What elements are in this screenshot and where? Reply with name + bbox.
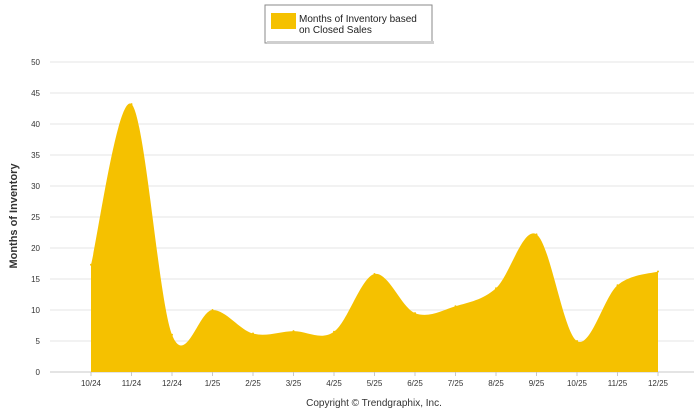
data-point [171, 333, 173, 336]
y-tick-label: 0 [36, 368, 41, 377]
x-tick-label: 10/25 [567, 379, 588, 388]
y-tick-label: 45 [31, 89, 40, 98]
x-tick-label: 2/25 [245, 379, 261, 388]
data-point [211, 309, 214, 311]
series-area [90, 103, 659, 373]
y-tick-label: 40 [31, 120, 40, 129]
data-point [252, 332, 254, 335]
legend-shadow [267, 41, 434, 44]
series-area-path [91, 103, 658, 373]
x-tick-label: 12/25 [648, 379, 669, 388]
y-tick-label: 15 [31, 275, 40, 284]
y-tick-label: 20 [31, 244, 40, 253]
legend-label-line-2: on Closed Sales [299, 25, 372, 36]
x-axis: 10/24 11/24 12/24 1/25 2/25 3/25 4/25 5/25 6/25 7… [81, 372, 669, 388]
y-axis: 0 5 10 15 20 25 30 35 40 45 50 [31, 58, 40, 377]
y-tick-label: 30 [31, 182, 40, 191]
legend-swatch [271, 13, 296, 29]
x-tick-label: 3/25 [286, 379, 302, 388]
y-tick-label: 5 [36, 337, 41, 346]
x-tick-label: 4/25 [326, 379, 342, 388]
x-tick-label: 10/24 [81, 379, 102, 388]
data-point [292, 330, 295, 333]
x-tick-label: 12/24 [162, 379, 183, 388]
data-point [333, 330, 335, 333]
data-point [130, 103, 133, 106]
data-point [495, 287, 497, 290]
data-point [576, 340, 578, 342]
data-point [616, 284, 619, 287]
data-point [90, 263, 92, 266]
copyright-credit: Copyright © Trendgraphix, Inc. [306, 398, 442, 409]
x-tick-label: 7/25 [448, 379, 464, 388]
x-tick-label: 6/25 [407, 379, 423, 388]
x-tick-label: 8/25 [488, 379, 504, 388]
y-tick-label: 25 [31, 213, 40, 222]
x-tick-label: 11/24 [122, 379, 142, 388]
x-tick-label: 9/25 [529, 379, 545, 388]
x-tick-label: 1/25 [205, 379, 221, 388]
x-tick-label: 11/25 [608, 379, 628, 388]
data-point [454, 305, 457, 308]
y-tick-label: 10 [31, 306, 40, 315]
y-tick-label: 50 [31, 58, 40, 67]
x-tick-label: 5/25 [367, 379, 383, 388]
legend-label-line-1: Months of Inventory based [299, 14, 417, 25]
data-point [373, 273, 376, 276]
y-tick-label: 35 [31, 151, 40, 160]
legend: Months of Inventory based on Closed Sale… [264, 4, 434, 44]
data-point [535, 233, 538, 236]
data-point [657, 270, 659, 273]
y-axis-title: Months of Inventory [8, 163, 20, 269]
data-point [414, 312, 416, 315]
